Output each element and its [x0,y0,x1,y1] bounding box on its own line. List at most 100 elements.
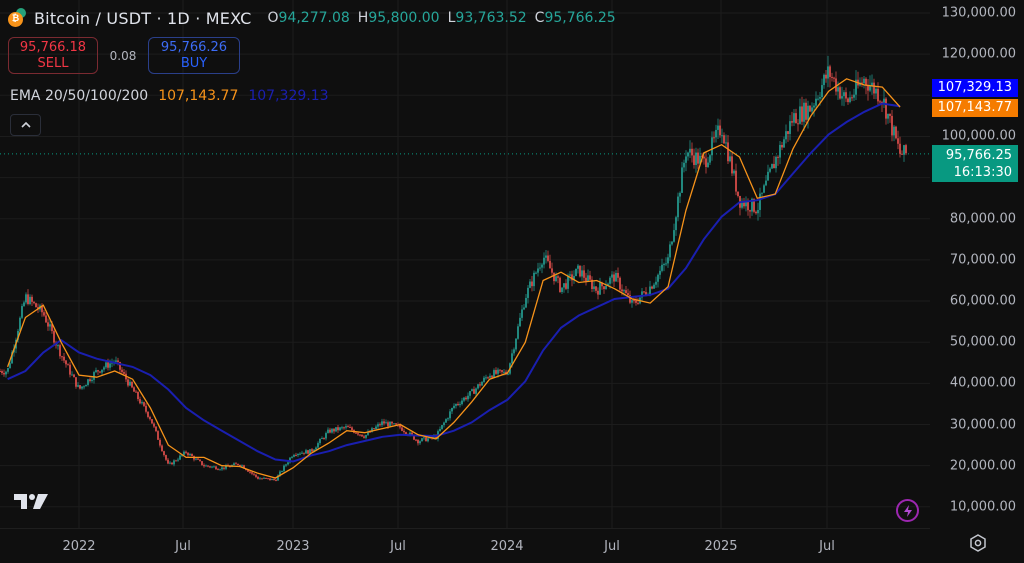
candle-body [671,241,673,245]
candle-body [701,155,703,157]
candle-body [75,377,77,387]
candle-body [377,424,379,427]
price-tick-label: 50,000.00 [949,334,1016,350]
candle-body [721,135,723,137]
candle-body [879,101,881,103]
candle-body [873,82,875,94]
candle-body [159,439,161,446]
candle-body [637,302,639,304]
candle-body [265,477,267,479]
candle-body [471,389,473,392]
candle-body [3,373,5,375]
candle-body [185,451,187,453]
candle-body [151,419,153,424]
candle-body [255,474,257,477]
candle-body [539,267,541,269]
candle-body [115,360,117,362]
candle-body [627,293,629,296]
tradingview-logo[interactable] [14,492,50,514]
candle-body [381,421,383,426]
candle-body [679,192,681,197]
candle-body [821,85,823,98]
candle-body [813,105,815,108]
candle-body [499,369,501,371]
candle-body [289,457,291,463]
candle-body [865,78,867,86]
candle-body [571,274,573,281]
candle-body [261,478,263,480]
candle-body [279,471,281,476]
candle-body [93,372,95,380]
price-axis[interactable]: 130,000.00 120,000.00 100,000.00 80,000.00 7… [930,0,1024,528]
chevron-up-icon [20,121,31,128]
candle-body [445,419,447,423]
candle-body [107,362,109,368]
candle-body [443,422,445,426]
ema-indicator-label[interactable]: EMA 20/50/100/200 [10,88,149,104]
candle-body [531,281,533,287]
candle-body [101,369,103,373]
candle-body [171,462,173,465]
candle-body [307,450,309,454]
candle-body [475,388,477,394]
buy-button[interactable]: 95,766.26 BUY [148,37,240,74]
sell-button[interactable]: 95,766.18 SELL [8,37,98,74]
candle-body [469,391,471,396]
price-tick-label: 60,000.00 [949,293,1016,309]
candle-body [45,315,47,323]
chart-settings-button[interactable] [968,533,988,553]
candle-body [373,428,375,430]
candle-body [203,465,205,467]
candle-body [477,384,479,389]
candle-body [225,465,227,469]
candle-body [389,421,391,427]
candle-body [681,167,683,193]
candle-body [375,426,377,429]
candle-body [653,284,655,289]
candle-body [567,275,569,289]
candle-body [205,465,207,467]
time-axis[interactable]: 2022 Jul 2023 Jul 2024 Jul 2025 Jul [0,528,930,563]
candle-body [705,158,707,168]
candle-body [441,425,443,429]
candle-body [831,76,833,78]
quick-action-button[interactable] [896,499,919,522]
tradingview-logo-icon [14,494,48,509]
candle-body [587,275,589,282]
candle-body [81,386,83,389]
candle-body [805,102,807,120]
gear-icon [970,534,986,552]
candle-body [853,94,855,98]
candle-body [135,391,137,393]
symbol-title[interactable]: Bitcoin / USDT · 1D · MEXC [34,8,252,28]
chart-pane[interactable] [0,0,930,528]
candle-body [147,411,149,417]
candle-body [431,436,433,438]
time-tick-label: 2023 [276,539,310,554]
candle-body [603,286,605,290]
candle-body [527,287,529,298]
candle-body [79,385,81,389]
high-value: 95,800.00 [368,10,440,26]
ema-indicator-legend[interactable]: EMA 20/50/100/200 107,143.77 107,329.13 [10,88,329,104]
collapse-legend-button[interactable] [10,114,41,136]
candle-body [287,462,289,465]
candle-body [179,455,181,460]
candle-body [253,473,255,475]
candle-body [351,427,353,431]
candle-body [481,381,483,386]
price-chart-canvas[interactable] [0,0,930,528]
candle-body [689,148,691,153]
candle-body [413,434,415,440]
candle-body [117,360,119,363]
candle-body [5,371,7,375]
candle-body [579,265,581,277]
candle-body [529,281,531,288]
candle-body [449,411,451,419]
candle-body [759,193,761,210]
candle-body [257,476,259,479]
candle-body [791,121,793,123]
high-label: H [357,10,369,26]
candle-body [819,97,821,99]
candle-body [281,471,283,473]
